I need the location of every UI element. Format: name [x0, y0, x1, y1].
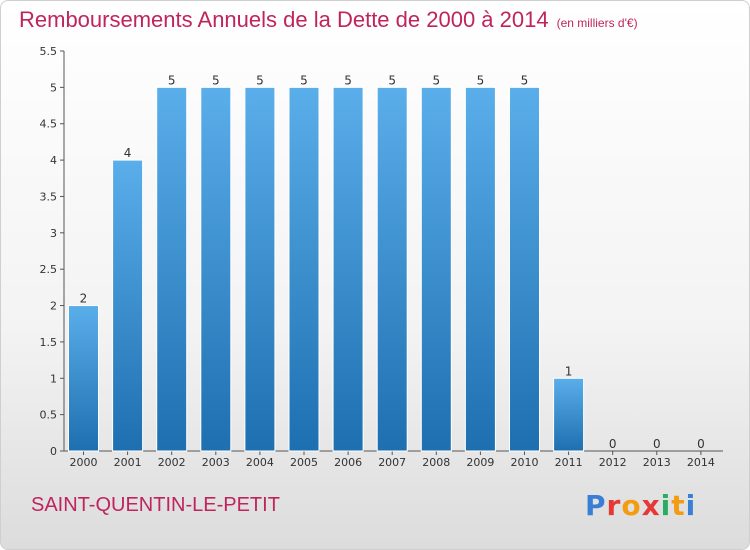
chart-title-text: Remboursements Annuels de la Dette de 20… [19, 7, 549, 32]
y-tick-label: 4 [50, 154, 57, 167]
value-label-2004: 5 [256, 73, 264, 87]
x-tick-label-2003: 2003 [202, 456, 230, 469]
bar-2007 [376, 86, 408, 452]
brand-logo: Proxiti [585, 489, 696, 522]
y-tick-label: 3.5 [40, 190, 58, 203]
chart-title: Remboursements Annuels de la Dette de 20… [19, 7, 638, 33]
bar-2001 [112, 159, 144, 452]
y-tick-label: 1 [50, 372, 57, 385]
chart-axes: 0 0.5 1 1.5 2 2.5 3 3.5 4 4.5 5 5.5 [40, 45, 723, 458]
y-tick-label: 2.5 [40, 263, 58, 276]
x-tick-label-2000: 2000 [70, 456, 98, 469]
y-tick-label: 4.5 [40, 118, 58, 131]
commune-name: SAINT-QUENTIN-LE-PETIT [31, 494, 280, 516]
value-label-2013: 0 [653, 437, 661, 451]
y-tick-label: 2 [50, 300, 57, 313]
x-tick-label-2008: 2008 [422, 456, 450, 469]
bar-2003 [200, 86, 232, 452]
brand-letter: i [685, 489, 697, 522]
bar-2002 [156, 86, 188, 452]
value-label-2007: 5 [388, 73, 396, 87]
brand-letter: t [671, 489, 686, 522]
x-tick-label-2001: 2001 [114, 456, 142, 469]
x-tick-label-2006: 2006 [334, 456, 362, 469]
bar-2004 [244, 86, 276, 452]
value-label-2012: 0 [609, 437, 617, 451]
x-tick-label-2005: 2005 [290, 456, 318, 469]
y-tick-label: 5 [50, 81, 57, 94]
y-tick-label: 0 [50, 445, 57, 458]
bar-2010 [509, 86, 540, 452]
bar-2011 [553, 377, 585, 452]
brand-letter: r [606, 489, 622, 522]
value-label-2011: 1 [565, 364, 573, 378]
y-tick-label: 0.5 [40, 409, 58, 422]
bar-2006 [332, 86, 364, 452]
y-tick-label: 1.5 [40, 336, 58, 349]
x-tick-label-2013: 2013 [643, 456, 671, 469]
value-label-2006: 5 [344, 73, 352, 87]
chart-bars [68, 86, 585, 452]
value-label-2005: 5 [300, 73, 308, 87]
chart-unit: (en milliers d'€) [556, 16, 638, 30]
x-tick-label-2007: 2007 [378, 456, 406, 469]
brand-letter: P [585, 489, 607, 522]
value-label-2009: 5 [477, 73, 485, 87]
x-tick-label-2014: 2014 [687, 456, 715, 469]
value-label-2000: 2 [80, 292, 88, 306]
y-tick-label: 3 [50, 227, 57, 240]
bar-2000 [68, 305, 99, 452]
value-label-2003: 5 [212, 73, 220, 87]
chart-labels: 2 2000 4 2001 5 2002 5 2003 5 2004 5 2005 5 2006 5 2007… [70, 73, 715, 469]
value-label-2014: 0 [697, 437, 705, 451]
x-tick-label-2002: 2002 [158, 456, 186, 469]
x-tick-label-2011: 2011 [555, 456, 583, 469]
value-label-2001: 4 [124, 146, 132, 160]
value-label-2002: 5 [168, 73, 176, 87]
value-label-2008: 5 [432, 73, 440, 87]
brand-letter: o [621, 489, 642, 522]
bar-2005 [288, 86, 320, 452]
x-tick-label-2010: 2010 [511, 456, 539, 469]
bar-2009 [464, 86, 496, 452]
brand-letter: x [641, 489, 661, 522]
x-tick-label-2009: 2009 [466, 456, 494, 469]
x-tick-label-2004: 2004 [246, 456, 274, 469]
y-tick-label: 5.5 [40, 45, 58, 58]
x-tick-label-2012: 2012 [599, 456, 627, 469]
bar-2008 [420, 86, 452, 452]
value-label-2010: 5 [521, 73, 529, 87]
brand-letter: i [660, 489, 672, 522]
